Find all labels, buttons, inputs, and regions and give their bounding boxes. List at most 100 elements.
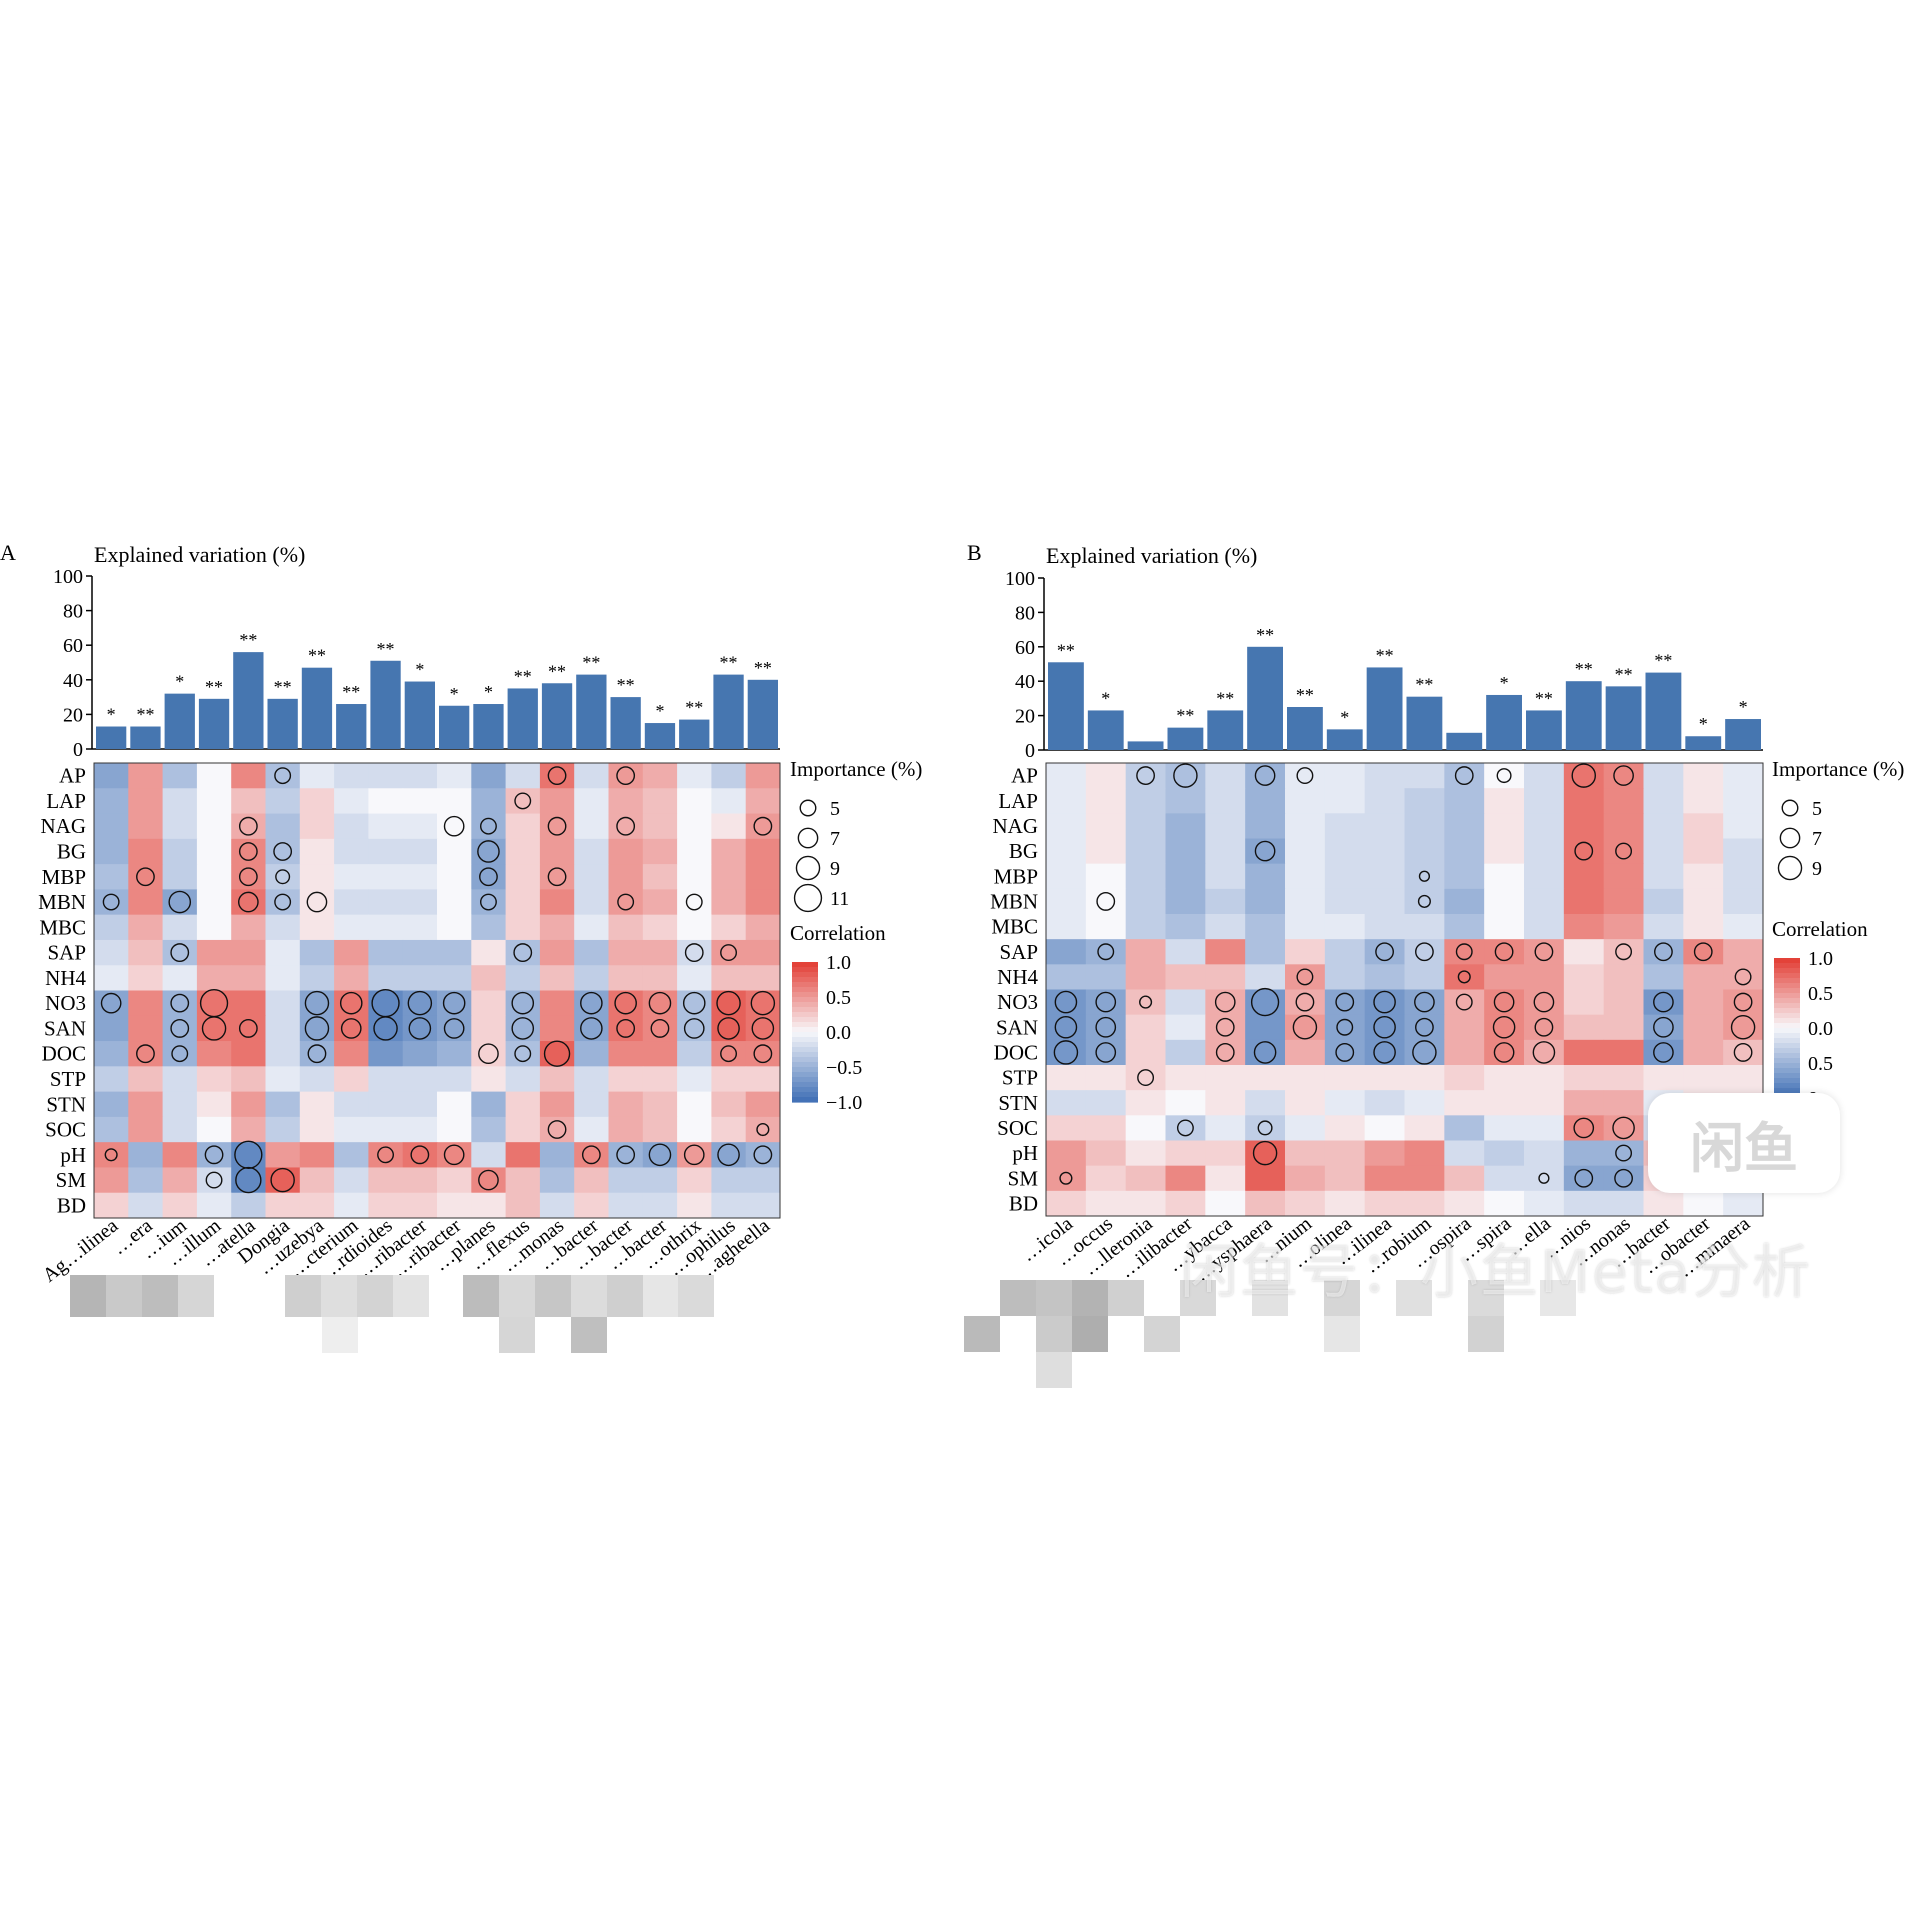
heatmap-cell: [574, 1066, 609, 1093]
heatmap-cell: [1046, 763, 1087, 789]
heatmap-cell: [1245, 813, 1286, 839]
heatmap-cell: [1683, 763, 1724, 789]
importance-circle: [1653, 1042, 1674, 1063]
heatmap-cell: [1285, 863, 1326, 890]
importance-circle: [1454, 766, 1474, 785]
heatmap-cell: [128, 1167, 164, 1194]
heatmap-cell: [1723, 914, 1764, 940]
importance-circle: [1292, 1015, 1318, 1040]
significance-label: *: [655, 701, 664, 721]
heatmap-cell: [1046, 914, 1087, 940]
heatmap-cell: [1603, 763, 1644, 789]
heatmap-cell: [745, 1015, 781, 1042]
heatmap-cell: [1085, 1014, 1127, 1041]
heatmap-cell: [1085, 788, 1127, 814]
importance-circle: [720, 944, 737, 962]
significance-label: *: [1699, 714, 1708, 734]
colorbar-segment: [1774, 1003, 1800, 1009]
importance-circle: [480, 817, 497, 835]
heatmap-cell: [539, 990, 575, 1017]
heatmap-cell: [1723, 763, 1764, 789]
importance-circle: [1059, 1171, 1073, 1185]
variable-label: STP: [50, 1067, 86, 1091]
heatmap-cell: [1524, 914, 1565, 940]
heatmap-cell: [1165, 914, 1206, 940]
mosaic-block: [322, 1317, 358, 1353]
heatmap-cell: [196, 914, 232, 941]
importance-circle: [1136, 766, 1155, 785]
heatmap-cell: [402, 1091, 438, 1118]
heatmap-cell: [265, 939, 301, 966]
heatmap-cell: [1683, 788, 1724, 814]
importance-circle: [1613, 765, 1634, 786]
bar: [1366, 667, 1403, 750]
heatmap-cell: [402, 1167, 438, 1194]
colorbar-segment: [1774, 1063, 1800, 1069]
heatmap-cell: [505, 1091, 541, 1118]
importance-circle: [1254, 765, 1276, 786]
heatmap-cell: [1165, 1115, 1206, 1141]
heatmap-cell: [677, 990, 712, 1017]
importance-circle: [1733, 1043, 1753, 1062]
heatmap-cell: [1046, 1065, 1087, 1091]
heatmap-cell: [1205, 1065, 1246, 1091]
importance-circle: [547, 1120, 567, 1139]
heatmap-cell: [1524, 989, 1565, 1016]
heatmap-cell: [402, 1116, 438, 1143]
correlation-legend-title: Correlation: [790, 921, 886, 945]
importance-circle: [407, 990, 433, 1016]
heatmap-cell: [231, 889, 266, 916]
heatmap-cell: [1603, 888, 1644, 915]
heatmap-cell: [1643, 1190, 1684, 1217]
heatmap-cell: [745, 788, 781, 815]
colorbar-segment: [792, 1097, 818, 1103]
heatmap-cell: [265, 914, 301, 941]
importance-circle: [1730, 1015, 1756, 1040]
heatmap-cell: [368, 889, 404, 916]
heatmap-cell: [334, 763, 369, 789]
heatmap-cell: [1046, 1090, 1087, 1116]
importance-circle: [1494, 942, 1514, 962]
importance-circle: [1496, 768, 1512, 784]
importance-circle: [648, 991, 672, 1015]
heatmap-cell: [1404, 989, 1445, 1016]
significance-label: **: [308, 646, 326, 666]
importance-circle: [410, 1145, 430, 1165]
heatmap-cell: [162, 1142, 198, 1168]
importance-circle: [685, 893, 703, 911]
heatmap-cell: [471, 1142, 507, 1168]
heatmap-cell: [539, 1066, 575, 1093]
importance-circle: [1257, 1120, 1273, 1136]
heatmap-cell: [196, 1066, 232, 1093]
heatmap-cell: [1444, 888, 1485, 915]
heatmap-cell: [1404, 813, 1445, 839]
importance-circle: [304, 1016, 330, 1041]
heatmap-cell: [368, 965, 404, 991]
heatmap-cell: [1165, 1090, 1206, 1116]
variable-label: MBP: [42, 865, 86, 889]
heatmap-cell: [1364, 914, 1405, 940]
heatmap-cell: [1125, 1115, 1166, 1141]
importance-circle: [1214, 991, 1236, 1013]
heatmap-cell: [1364, 964, 1405, 990]
heatmap-cell: [677, 1192, 712, 1219]
heatmap-cell: [574, 1192, 609, 1219]
heatmap-cell: [368, 838, 404, 865]
heatmap-cell: [1324, 863, 1366, 890]
bar-chart-title: Explained variation (%): [94, 542, 305, 567]
importance-circle: [1654, 942, 1673, 962]
heatmap-cell: [1484, 914, 1525, 940]
heatmap-cell: [1484, 1014, 1525, 1041]
heatmap-cell: [128, 990, 164, 1017]
importance-circle: [1415, 1017, 1434, 1037]
colorbar-segment: [792, 977, 818, 983]
heatmap-cell: [128, 1142, 164, 1168]
importance-circle: [547, 766, 567, 786]
importance-circle: [616, 1019, 636, 1038]
importance-circle: [547, 867, 567, 887]
heatmap-cell: [505, 763, 541, 789]
variable-label: SAP: [999, 940, 1038, 964]
heatmap-cell: [1285, 1039, 1326, 1066]
heatmap-cell: [1085, 914, 1127, 940]
heatmap-cell: [1683, 1014, 1724, 1041]
